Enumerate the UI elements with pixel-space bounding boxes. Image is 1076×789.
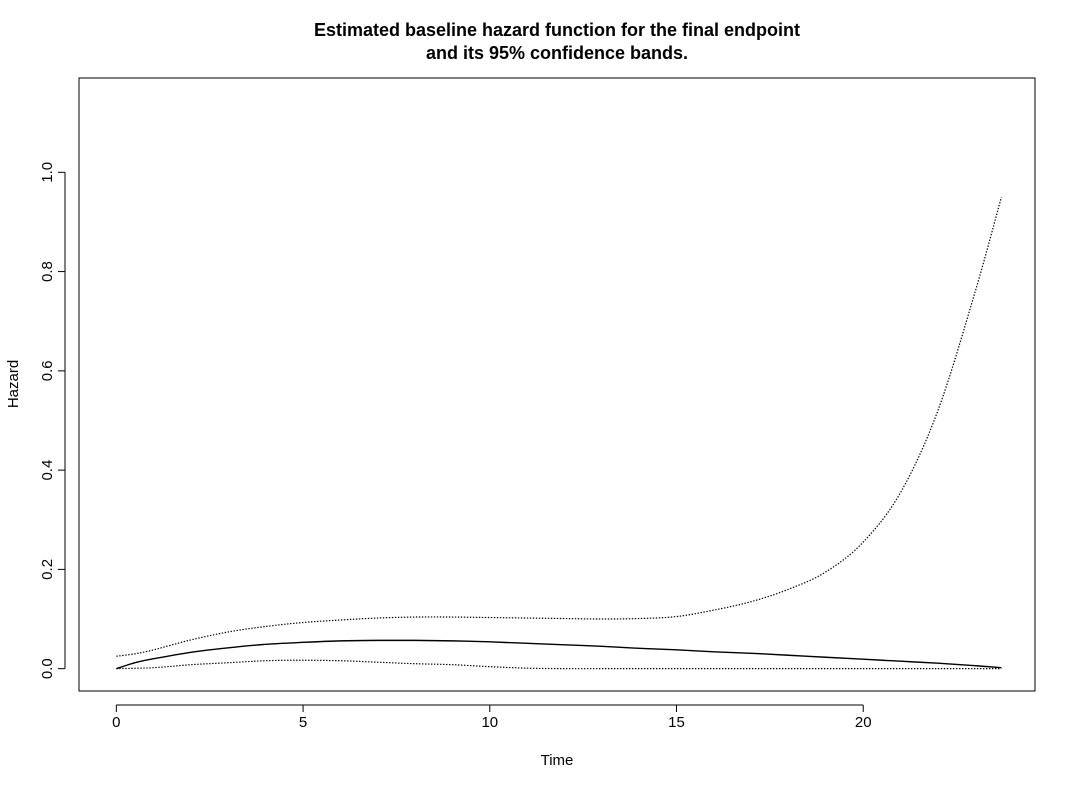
x-tick-label: 5 [299,714,307,731]
x-tick-label: 20 [855,714,872,731]
y-tick-label: 0.8 [39,261,56,282]
y-tick-label: 0.4 [39,460,56,481]
x-tick-label: 10 [481,714,498,731]
chart-title-line-2: and its 95% confidence bands. [426,43,688,63]
y-tick-label: 0.6 [39,360,56,381]
y-tick-label: 1.0 [39,162,56,183]
upper-confidence-band [116,196,1002,657]
y-axis-label: Hazard [5,360,22,408]
lower-confidence-band [116,659,1002,670]
x-tick-label: 0 [112,714,120,731]
y-tick-label: 0.0 [39,658,56,679]
x-axis-label: Time [541,752,574,769]
chart-title-line-1: Estimated baseline hazard function for t… [314,20,800,40]
series-group [116,196,1002,670]
x-tick-label: 15 [668,714,685,731]
y-tick-label: 0.2 [39,559,56,580]
hazard-estimate-line [116,639,1002,670]
x-axis: 0 5 10 15 20 [112,704,872,731]
plot-frame [78,77,1036,692]
y-axis: 0.0 0.2 0.4 0.6 0.8 1.0 [39,162,66,679]
